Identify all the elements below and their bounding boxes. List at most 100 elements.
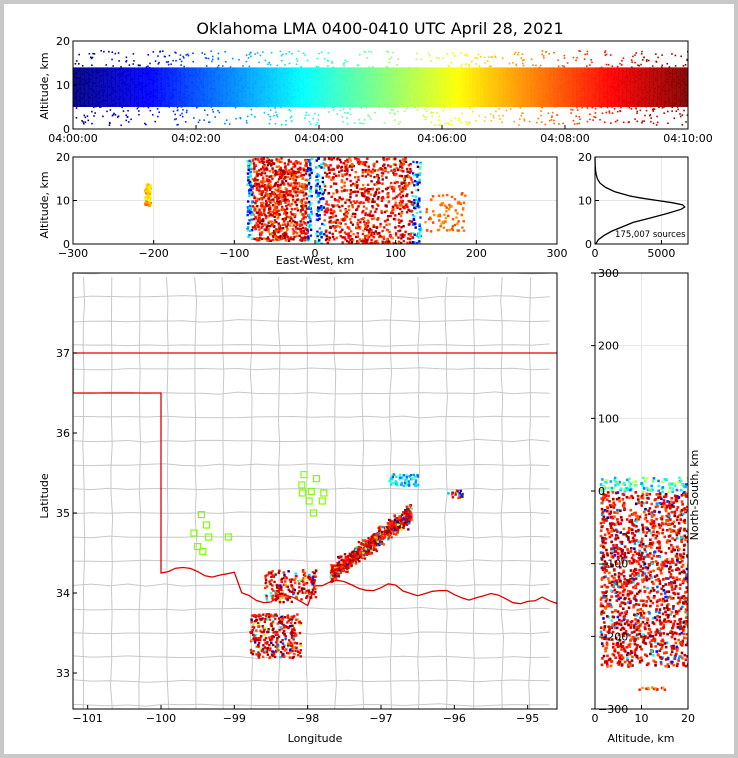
ew-source-point	[363, 191, 366, 195]
source-point	[120, 66, 122, 68]
ew-source-point	[293, 186, 297, 190]
ew-source-point	[351, 205, 355, 209]
source-point	[363, 119, 366, 121]
source-point	[563, 57, 566, 59]
source-point	[212, 94, 214, 96]
source-point	[532, 79, 535, 81]
ew-source-point	[353, 215, 357, 219]
source-point	[573, 75, 575, 77]
source-band-strip	[88, 67, 93, 107]
source-point	[229, 66, 232, 68]
ew-source-point	[260, 157, 263, 161]
ew-source-point	[249, 191, 253, 194]
source-point	[173, 118, 176, 121]
source-point	[343, 98, 345, 100]
source-point	[331, 60, 333, 63]
ew-source-point	[360, 162, 363, 165]
source-point	[341, 115, 344, 118]
source-point	[317, 84, 319, 87]
ew-source-point	[374, 210, 377, 213]
ew-source-point	[322, 162, 325, 165]
source-point	[393, 67, 396, 70]
ew-source-point	[444, 220, 447, 223]
ew-source-point	[283, 162, 287, 165]
source-point	[476, 80, 479, 83]
source-point	[104, 100, 107, 102]
ew-source-point	[292, 238, 295, 241]
source-point	[678, 86, 681, 89]
ew-source-point	[269, 213, 272, 216]
source-point	[361, 122, 363, 125]
ew-source-point	[327, 238, 331, 242]
ew-source-point	[438, 219, 441, 222]
source-point	[641, 71, 644, 74]
source-point	[144, 101, 146, 103]
source-point	[137, 64, 140, 67]
source-point	[647, 81, 650, 83]
source-point	[613, 108, 616, 110]
ew-source-point	[274, 235, 277, 239]
source-point	[177, 80, 180, 82]
ew-source-point	[329, 221, 333, 224]
source-point	[165, 70, 168, 73]
source-point	[339, 76, 342, 78]
source-point	[616, 65, 619, 68]
source-point	[636, 110, 639, 113]
ew-source-point	[266, 236, 270, 239]
source-point	[109, 109, 112, 111]
source-point	[79, 83, 82, 86]
ew-source-point	[292, 172, 296, 176]
source-point	[210, 50, 212, 53]
source-point	[663, 103, 666, 106]
ew-source-point	[289, 170, 293, 173]
source-point	[197, 105, 199, 108]
source-band-strip	[514, 67, 520, 107]
ew-source-point	[300, 232, 303, 235]
ew-source-point	[149, 196, 152, 200]
ew-source-point	[316, 240, 319, 244]
ew-source-point	[266, 195, 270, 199]
ew-source-point	[413, 215, 416, 218]
ew-source-point	[366, 213, 370, 217]
ew-source-point	[402, 177, 406, 181]
source-point	[674, 65, 677, 67]
ew-source-point	[362, 201, 365, 205]
source-point	[550, 86, 553, 88]
source-point	[119, 96, 122, 98]
ew-source-point	[145, 183, 148, 186]
source-point	[331, 93, 333, 96]
source-point	[448, 92, 450, 95]
ew-source-point	[404, 183, 407, 186]
ew-source-point	[344, 201, 347, 204]
ew-source-point	[445, 229, 449, 232]
source-point	[645, 60, 648, 63]
source-point	[647, 85, 650, 88]
source-point	[586, 65, 588, 67]
source-point	[381, 91, 383, 94]
source-point	[603, 103, 605, 105]
source-point	[430, 121, 432, 124]
ew-source-point	[400, 234, 403, 237]
source-point	[487, 56, 490, 59]
ew-source-point	[374, 192, 378, 196]
source-point	[127, 89, 130, 92]
source-point	[212, 79, 215, 82]
ew-source-point	[338, 225, 342, 229]
source-point	[579, 118, 581, 121]
source-point	[538, 88, 541, 90]
time-altitude-points	[73, 49, 688, 127]
ew-source-point	[365, 207, 368, 210]
ew-source-point	[341, 218, 345, 221]
source-point	[97, 71, 99, 74]
source-point	[540, 114, 542, 117]
source-point	[243, 68, 245, 70]
source-point	[155, 69, 157, 71]
ew-source-point	[277, 178, 281, 181]
source-point	[349, 113, 352, 116]
source-point	[500, 71, 503, 74]
source-point	[649, 67, 651, 69]
ew-source-point	[315, 184, 318, 188]
source-point	[119, 89, 122, 91]
source-point	[401, 88, 404, 91]
source-point	[541, 106, 543, 109]
